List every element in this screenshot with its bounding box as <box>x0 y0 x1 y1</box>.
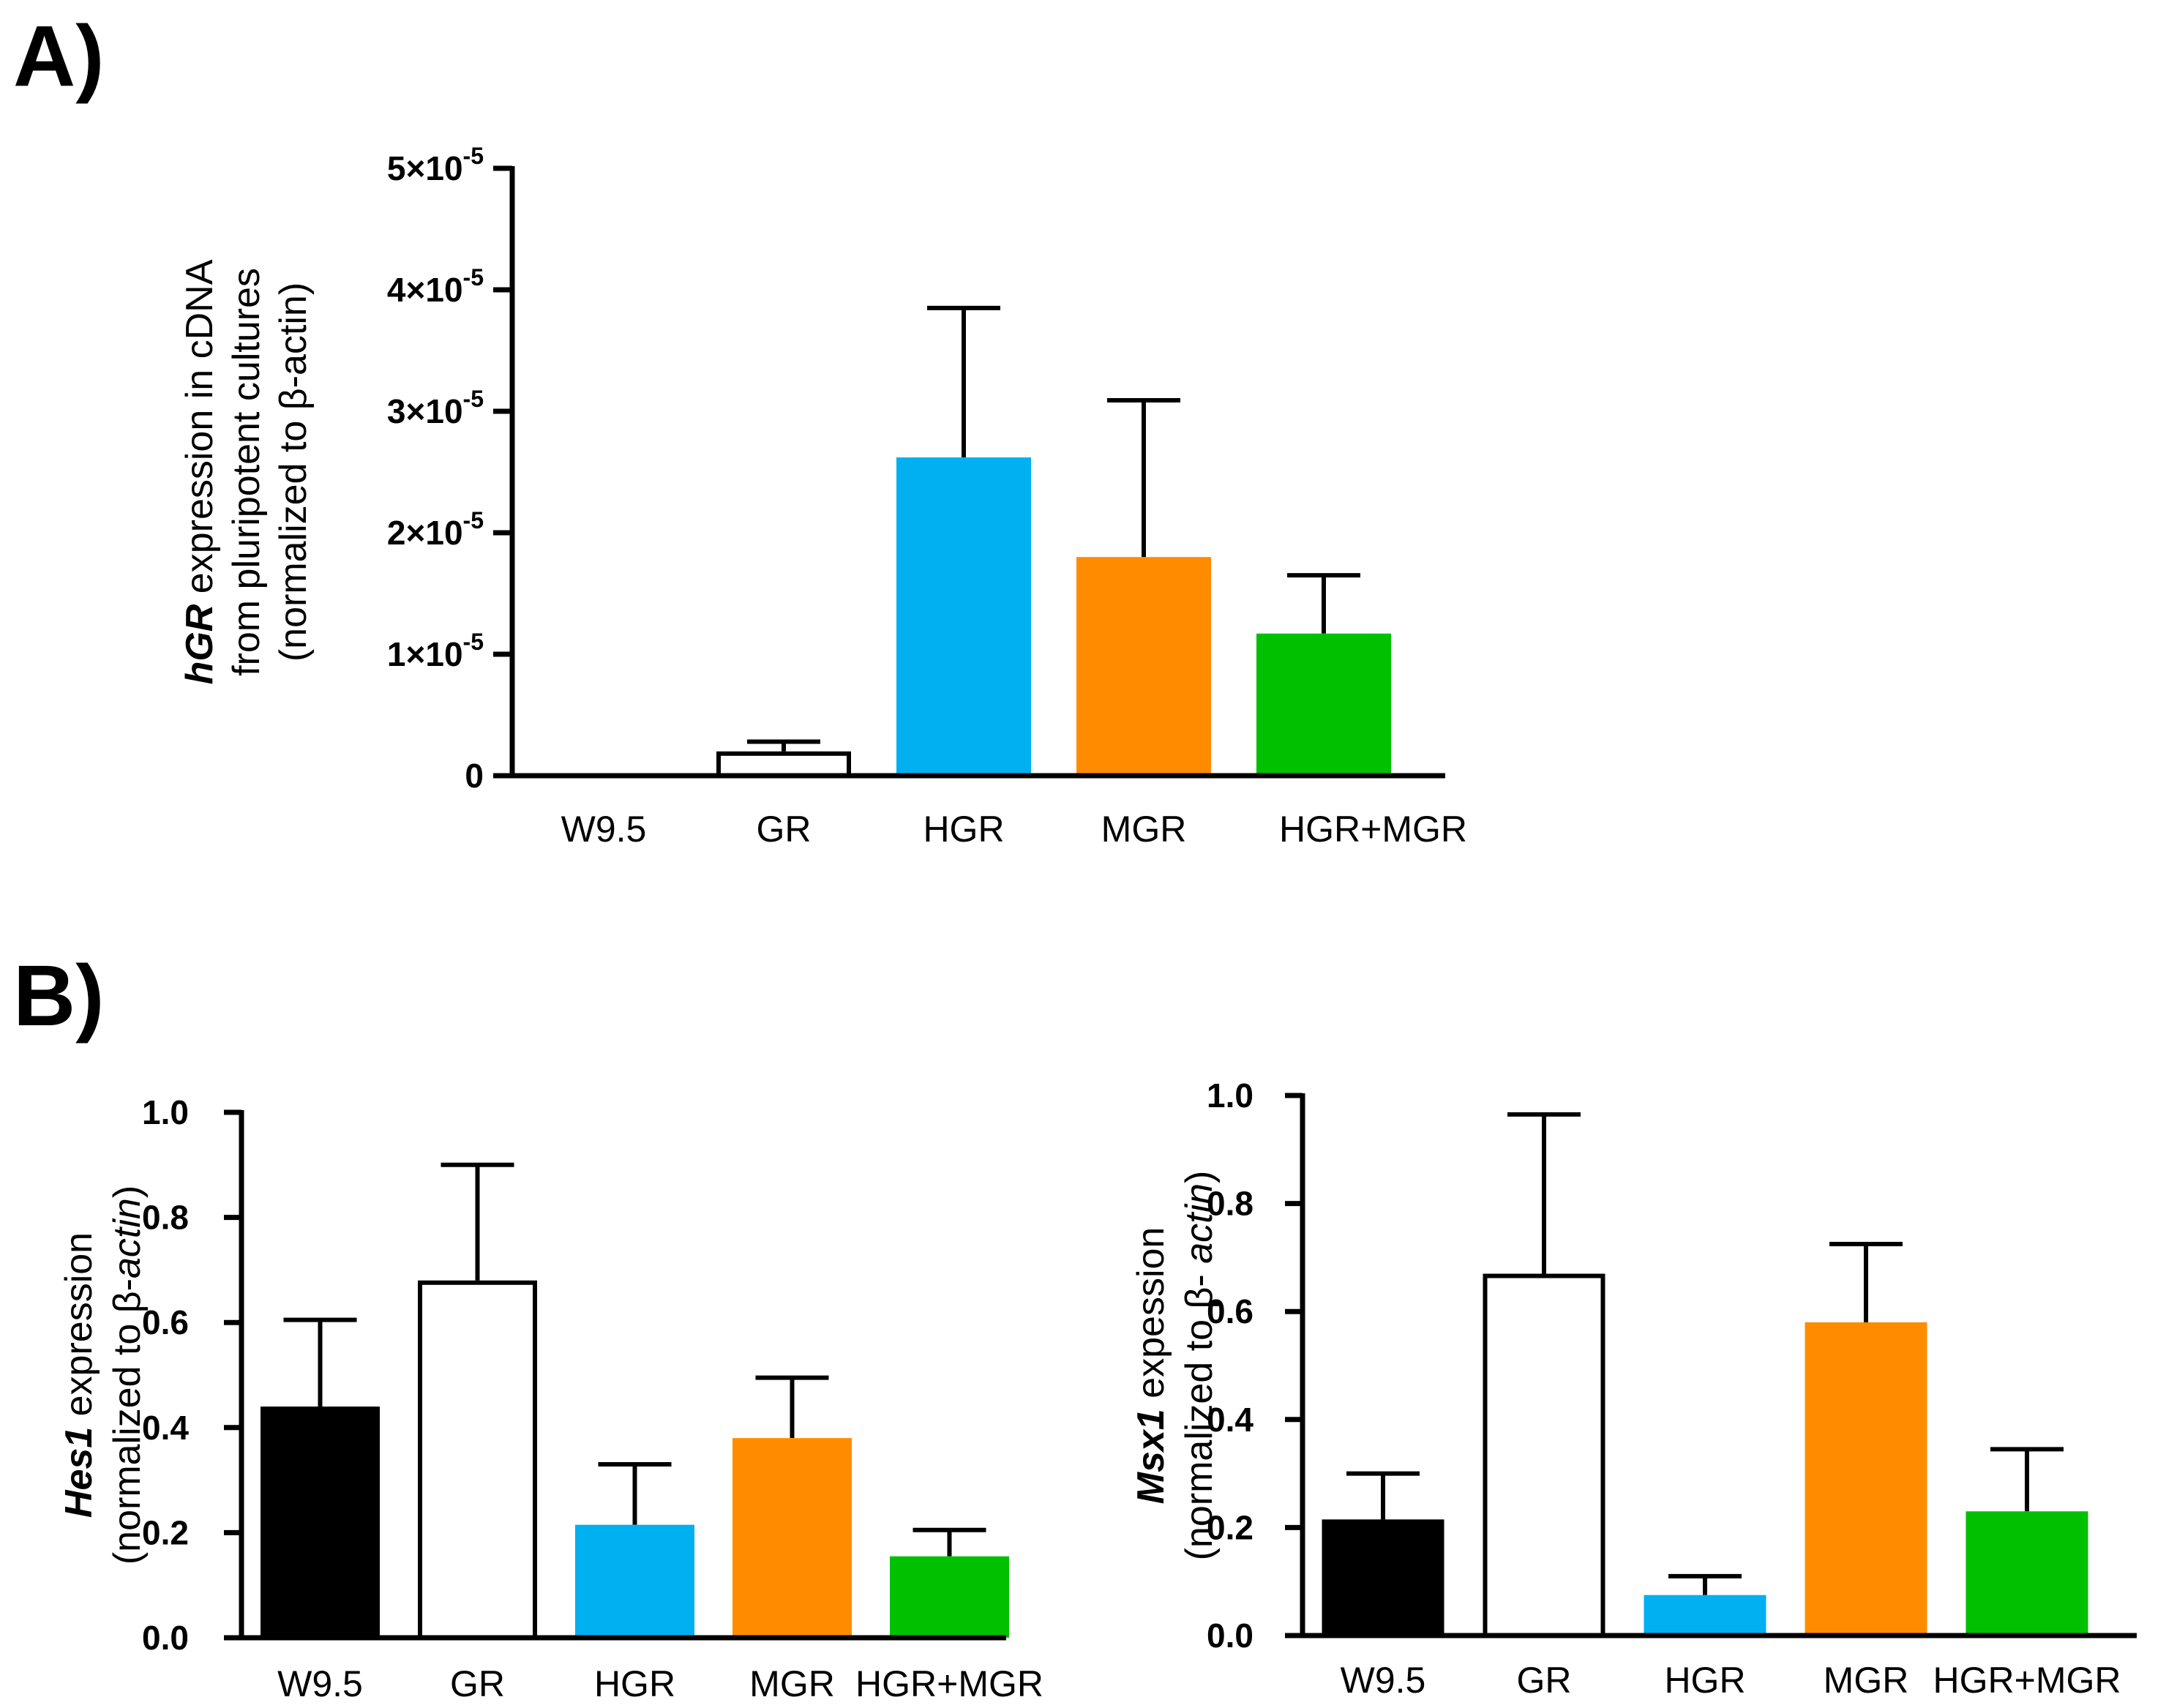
y-tick-label-b1-4: 0.8 <box>142 1199 189 1237</box>
y-axis-title-a-line1: from pluripotent cultures <box>225 268 268 676</box>
x-tick-label-a-4: HGR+MGR <box>1279 809 1467 850</box>
x-tick-label-b2-3: MGR <box>1824 1660 1909 1701</box>
chart-b2: W9.5 GR HGR MGR HGR+MGR 0.0 0.2 0.4 0.6 0.8 1.0 Msx… <box>1130 1076 2137 1701</box>
y-tick-label-b2-4: 0.8 <box>1207 1185 1253 1223</box>
y-tick-label-b2-0: 0.0 <box>1207 1617 1253 1655</box>
y-axis-title-b2-line1: (normalized to β- actin) <box>1178 1171 1221 1561</box>
y-tick-label-b2-5: 1.0 <box>1207 1076 1253 1115</box>
y-axis-title-b1-line0: Hes1 expression <box>58 1232 100 1518</box>
bar-b1-2 <box>575 1524 694 1638</box>
y-axis-title-b2-line0: Msx1 expession <box>1130 1227 1172 1505</box>
y-tick-label-a-1: 1×10-5 <box>387 629 484 673</box>
x-tick-label-b1-4: HGR+MGR <box>855 1663 1043 1704</box>
x-tick-label-a-3: MGR <box>1101 809 1187 850</box>
x-tick-label-b2-4: HGR+MGR <box>1933 1660 2121 1701</box>
bar-b2-3 <box>1805 1322 1927 1636</box>
y-tick-label-a-2: 2×10-5 <box>387 507 484 552</box>
bar-a-2 <box>896 457 1031 776</box>
y-axis-title-b1-line1: (normalized to β-actin) <box>106 1186 149 1565</box>
chart-b1: W9.5 GR HGR MGR HGR+MGR 0.0 0.2 0.4 0.6 0.8 1.0 Hes… <box>58 1093 1043 1704</box>
bar-b2-1 <box>1483 1273 1605 1638</box>
y-axis-title-a-line0: hGR expression in cDNA <box>179 259 221 684</box>
x-tick-label-b1-1: GR <box>450 1663 505 1704</box>
bar-b2-0 <box>1322 1519 1444 1636</box>
chart-a: W9.5 GR HGR MGR HGR+MGR 0 1×10-5 2×10-5 3×10-5 4×… <box>179 143 1467 850</box>
y-tick-label-b1-3: 0.6 <box>142 1303 189 1341</box>
y-tick-label-b2-3: 0.6 <box>1207 1292 1253 1330</box>
bar-a-1 <box>716 751 851 779</box>
y-axis-title-a-line2: (normalized to β-actin) <box>272 282 315 662</box>
y-tick-label-b1-2: 0.4 <box>142 1409 189 1447</box>
x-tick-label-b1-0: W9.5 <box>277 1663 363 1704</box>
x-tick-label-b2-2: HGR <box>1664 1660 1745 1701</box>
y-tick-label-b1-1: 0.2 <box>142 1513 189 1551</box>
bar-b1-4 <box>890 1556 1009 1638</box>
x-tick-label-b1-2: HGR <box>594 1663 675 1704</box>
x-tick-label-a-2: HGR <box>923 809 1004 850</box>
bar-b1-1 <box>418 1280 537 1640</box>
y-tick-label-a-4: 4×10-5 <box>387 264 484 309</box>
x-tick-label-a-0: W9.5 <box>561 809 647 850</box>
bar-a-4 <box>1256 633 1391 776</box>
bar-b2-2 <box>1644 1595 1766 1636</box>
x-tick-label-a-1: GR <box>757 809 812 850</box>
bar-b2-4 <box>1965 1511 2088 1636</box>
x-tick-label-b2-0: W9.5 <box>1341 1660 1426 1701</box>
x-tick-label-b1-3: MGR <box>749 1663 835 1704</box>
y-tick-label-a-0: 0 <box>465 757 484 795</box>
y-tick-label-b1-0: 0.0 <box>142 1619 189 1657</box>
bar-a-3 <box>1076 557 1211 776</box>
y-tick-label-b1-5: 1.0 <box>142 1093 189 1131</box>
panel-label-b: B) <box>13 948 105 1044</box>
y-tick-label-b2-1: 0.2 <box>1207 1508 1253 1546</box>
bar-b1-0 <box>261 1407 380 1638</box>
x-tick-label-b2-1: GR <box>1517 1660 1572 1701</box>
y-tick-label-b2-2: 0.4 <box>1207 1401 1253 1439</box>
y-tick-label-a-5: 5×10-5 <box>387 143 484 187</box>
bar-b1-3 <box>732 1438 852 1638</box>
panel-label-a: A) <box>13 8 105 105</box>
y-tick-label-a-3: 3×10-5 <box>387 386 484 430</box>
